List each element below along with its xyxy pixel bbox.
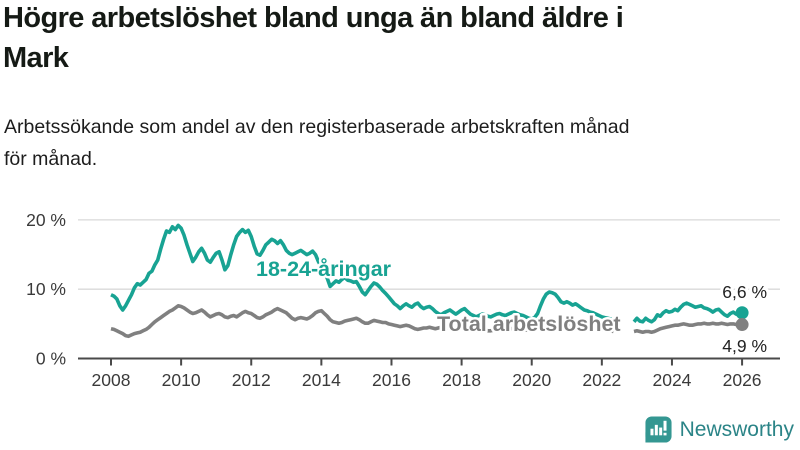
x-tick-label-2020: 2020 (512, 370, 551, 390)
y-tick-label-10: 10 % (26, 279, 66, 299)
gridlines (78, 219, 780, 290)
series-line-total (110, 303, 614, 339)
end-dot-youth (735, 306, 749, 320)
end-dot-total (735, 318, 749, 332)
x-tick-label-2012: 2012 (232, 370, 271, 390)
series-line-youth (110, 223, 614, 322)
page-title: Högre arbetslöshet bland unga än bland ä… (3, 0, 783, 78)
end-value-label-total: 4,9 % (722, 336, 767, 356)
subtitle-line-2: för månad. (4, 148, 98, 170)
newsworthy-logo[interactable]: Newsworthy (644, 415, 794, 444)
title-line-2: Mark (3, 42, 69, 74)
x-tick-label-2016: 2016 (372, 370, 411, 390)
series-label-youth: 18-24-åringar (256, 257, 392, 281)
end-value-label-youth: 6,6 % (722, 282, 767, 302)
end-value-labels: 6,6 % 4,9 % (719, 279, 770, 359)
chart-subtitle: Arbetssökande som andel av den registerb… (4, 111, 784, 175)
x-tick-label-2018: 2018 (442, 370, 481, 390)
series-label-total: Total arbetslöshet (437, 312, 621, 336)
series-lines (110, 223, 744, 339)
series-line-youth (632, 301, 744, 324)
x-tick-label-2010: 2010 (162, 370, 201, 390)
subtitle-line-1: Arbetssökande som andel av den registerb… (4, 116, 630, 138)
x-tick-label-2008: 2008 (92, 370, 131, 390)
series-end-dots (735, 306, 749, 332)
series-labels: 18-24-åringar Total arbetslöshet (254, 255, 624, 339)
x-axis-labels: 2008 2010 2012 2014 2016 2018 2020 2022 2024 2026 (92, 370, 762, 390)
x-tick-label-2026: 2026 (723, 370, 762, 390)
x-tick-label-2014: 2014 (302, 370, 341, 390)
x-tick-label-2024: 2024 (652, 370, 691, 390)
y-tick-label-0: 0 % (36, 349, 66, 369)
x-axis-ticks (110, 358, 744, 366)
y-tick-label-20: 20 % (26, 210, 66, 230)
series-line-total (633, 321, 743, 335)
title-line-1: Högre arbetslöshet bland unga än bland ä… (3, 2, 624, 34)
newsworthy-speech-bubble-bar-chart-icon (645, 416, 672, 443)
y-axis-labels: 0 % 10 % 20 % (26, 210, 66, 369)
newsworthy-wordmark: Newsworthy (679, 417, 794, 441)
x-tick-label-2022: 2022 (582, 370, 621, 390)
